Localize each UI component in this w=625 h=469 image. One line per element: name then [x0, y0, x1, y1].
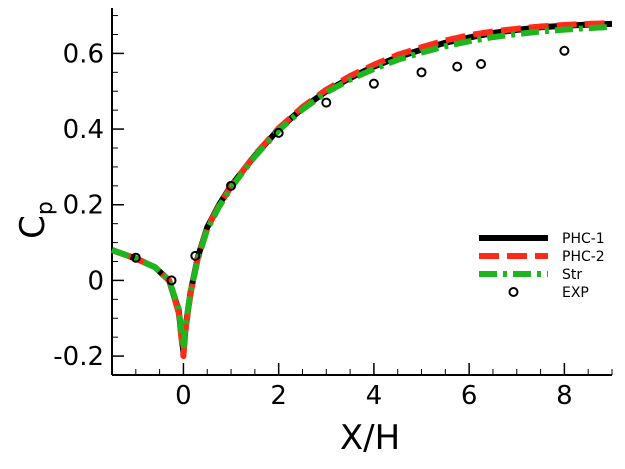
- exp-marker: [321, 97, 332, 108]
- y-axis-title-sub: p: [33, 201, 58, 215]
- y-tick-label: 0.6: [63, 39, 104, 69]
- series-line-phc-2: [111, 20, 613, 360]
- x-axis-title: X/H: [340, 418, 400, 458]
- exp-marker: [166, 275, 177, 286]
- x-tick-label: 2: [270, 381, 287, 411]
- exp-marker: [273, 127, 284, 138]
- x-tick-label: 8: [556, 381, 573, 411]
- series-line-str: [111, 23, 613, 352]
- exp-marker: [559, 45, 570, 56]
- legend-marker-exp: [508, 287, 519, 297]
- svg-text:Cp: Cp: [13, 201, 58, 239]
- y-tick-label: 0.4: [63, 115, 104, 145]
- x-tick-label: 0: [175, 381, 192, 411]
- legend: PHC-1 PHC-2 Str EXP: [479, 231, 605, 301]
- exp-marker: [130, 252, 141, 263]
- legend-label-exp: EXP: [562, 285, 589, 301]
- series-layer: [111, 20, 613, 360]
- y-axis-title: Cp: [13, 201, 58, 239]
- y-tick-label: 0: [87, 266, 104, 296]
- x-tick-label: 6: [461, 381, 478, 411]
- exp-marker: [190, 250, 201, 261]
- exp-marker: [476, 58, 487, 69]
- exp-marker: [416, 67, 427, 78]
- y-axis-title-main: C: [13, 215, 53, 239]
- legend-label-phc-1: PHC-1: [562, 231, 605, 247]
- legend-label-str: Str: [562, 267, 582, 283]
- exp-marker: [452, 61, 463, 72]
- exp-marker: [368, 78, 379, 89]
- y-tick-label: 0.2: [63, 191, 104, 221]
- exp-marker: [226, 180, 237, 191]
- legend-label-phc-2: PHC-2: [562, 249, 605, 265]
- axes: 0 2 4 6 8 -0.2 0 0.2 0.4 0.6: [53, 8, 613, 411]
- y-tick-label: -0.2: [53, 342, 104, 372]
- x-tick-label: 4: [366, 381, 383, 411]
